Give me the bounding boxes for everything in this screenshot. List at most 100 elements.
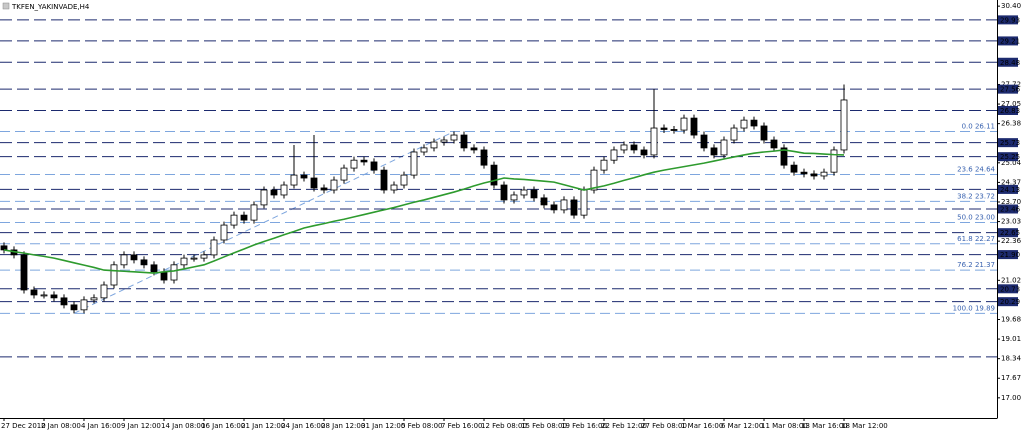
x-tick-label: 11 Mar 08:00 <box>761 422 808 430</box>
candle-body <box>650 127 658 156</box>
chart-title: TKFEN_YAKINVADE,H4 <box>11 3 90 11</box>
y-tick-label: 26.38 <box>1001 120 1021 128</box>
level-label-box <box>998 138 1018 148</box>
candle-body <box>210 239 218 256</box>
x-tick-label: 16 Jan 16:00 <box>201 422 245 430</box>
candle-body <box>560 199 568 211</box>
candle-body <box>0 245 8 251</box>
candle-body <box>240 214 248 221</box>
fib-value: 24.64 <box>975 166 996 174</box>
level-label-box <box>998 297 1018 307</box>
level-label-box <box>998 250 1018 260</box>
moving-average <box>3 149 845 274</box>
candle-body <box>130 254 138 261</box>
candle-body <box>430 141 438 149</box>
x-tick-label: 28 Jan 12:00 <box>321 422 365 430</box>
candle-body <box>710 147 718 156</box>
level-label: 22.65 <box>1000 229 1020 237</box>
candle-body <box>530 189 538 199</box>
candle-body <box>370 161 378 171</box>
candle-body <box>610 149 618 161</box>
candle-body <box>100 284 108 299</box>
candle-body <box>670 129 678 131</box>
candle-body <box>260 189 268 206</box>
y-tick-label: 19.01 <box>1001 335 1021 343</box>
y-tick-label: 19.68 <box>1001 315 1021 323</box>
candle-body <box>340 167 348 181</box>
y-tick-label: 23.70 <box>1001 198 1021 206</box>
candle-body <box>440 139 448 143</box>
candle-body <box>150 264 158 273</box>
candle-body <box>50 294 58 299</box>
candle-body <box>230 214 238 226</box>
candle-body <box>350 159 358 169</box>
candle-body <box>630 144 638 151</box>
candle-body <box>470 147 478 151</box>
candle-body <box>170 264 178 281</box>
level-label: 25.25 <box>1000 153 1020 161</box>
candle-body <box>500 184 508 201</box>
fib-trendline <box>73 131 455 314</box>
x-tick-label: 2 Jan 08:00 <box>41 422 81 430</box>
candle-body <box>90 297 98 301</box>
level-label: 20.73 <box>1000 285 1020 293</box>
candle-body <box>720 139 728 156</box>
level-label-box <box>998 15 1018 25</box>
candle-body <box>300 174 308 179</box>
candle-body <box>770 139 778 149</box>
level-label: 29.93 <box>1000 16 1020 24</box>
x-tick-label: 5 Feb 08:00 <box>401 422 442 430</box>
fib-value: 26.11 <box>975 123 995 131</box>
level-label: 24.13 <box>1000 186 1020 194</box>
fib-label: 50.0 23.00 <box>957 213 995 221</box>
x-tick-label: 7 Feb 16:00 <box>441 422 482 430</box>
candle-body <box>110 264 118 286</box>
level-label-box <box>998 184 1018 194</box>
candle-body <box>310 177 318 189</box>
y-tick-label: 23.03 <box>1001 218 1021 226</box>
y-tick-label: 30.40 <box>1001 2 1021 10</box>
candle-body <box>740 119 748 129</box>
y-tick-label: 17.67 <box>1001 374 1021 382</box>
fib-value: 23.00 <box>975 213 995 221</box>
candle-body <box>640 149 648 156</box>
candle-body <box>750 119 758 127</box>
x-tick-label: 9 Jan 12:00 <box>121 422 161 430</box>
level-label: 29.21 <box>1000 37 1020 45</box>
level-label-box <box>998 228 1018 238</box>
candle-body <box>250 204 258 221</box>
candle-body <box>160 271 168 281</box>
level-label-box <box>998 204 1018 214</box>
candle-body <box>180 257 188 266</box>
y-tick-label: 22.36 <box>1001 237 1022 245</box>
y-tick-label: 24.37 <box>1001 178 1021 186</box>
level-label-box <box>998 36 1018 46</box>
candle-body <box>620 144 628 151</box>
candle-body <box>20 254 28 291</box>
candle-body <box>410 151 418 176</box>
candle-body <box>760 125 768 141</box>
x-tick-label: 4 Jan 16:00 <box>81 422 121 430</box>
candle-body <box>280 184 288 196</box>
candle-body <box>520 189 528 196</box>
candle-body <box>840 99 848 151</box>
candle-body <box>810 173 818 177</box>
candle-body <box>580 189 588 216</box>
fib-ratio: 0.0 <box>962 123 973 131</box>
level-label-box <box>998 284 1018 294</box>
fib-ratio: 100.0 <box>953 304 973 312</box>
candle-body <box>540 197 548 206</box>
candle-body <box>80 299 88 311</box>
x-tick-label: 12 Feb 08:00 <box>481 422 527 430</box>
fib-ratio: 50.0 <box>957 213 973 221</box>
candle-body <box>510 194 518 201</box>
y-tick-label: 18.34 <box>1001 355 1022 363</box>
candle-body <box>730 127 738 141</box>
fib-label: 38.2 23.72 <box>957 192 995 200</box>
x-tick-label: 27 Dec 2010 <box>1 422 46 430</box>
candle-body <box>820 171 828 177</box>
candle-body <box>490 164 498 186</box>
candle-body <box>330 179 338 191</box>
level-label: 26.83 <box>1000 107 1020 115</box>
